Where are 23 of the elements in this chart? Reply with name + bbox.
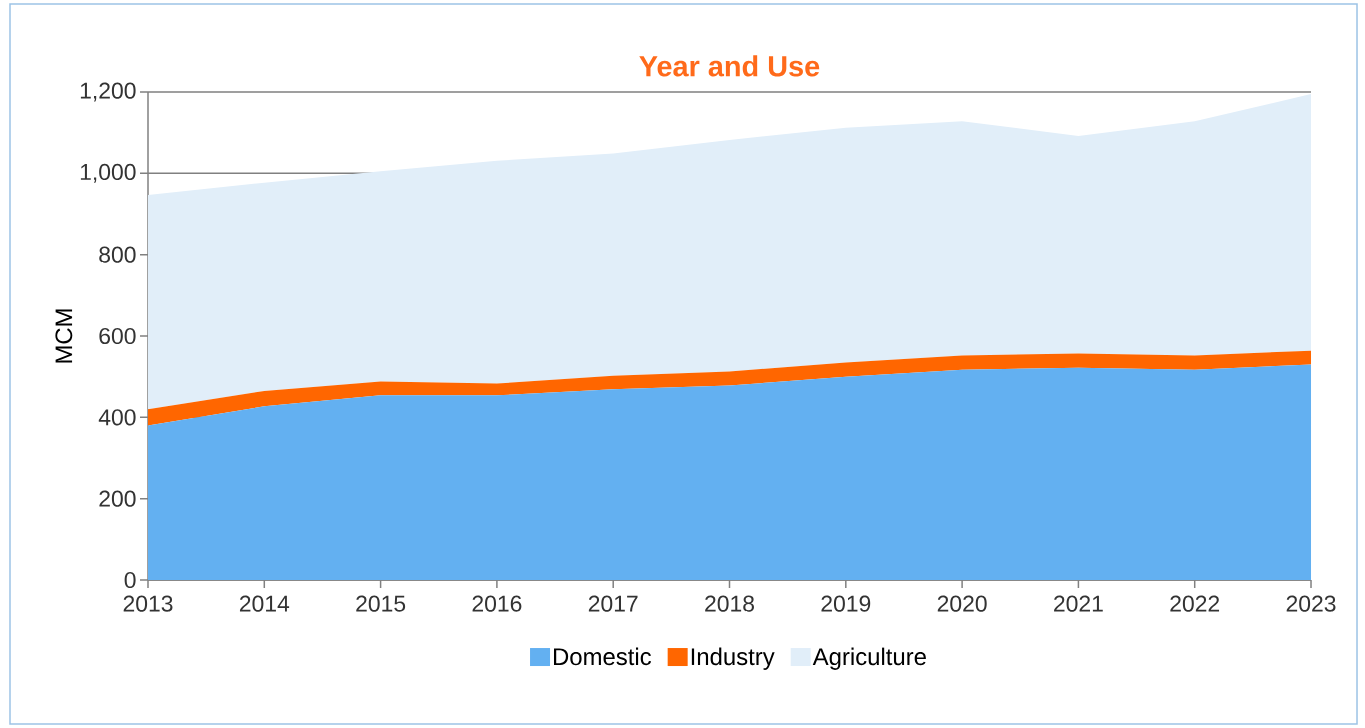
x-tick-label: 2017 — [588, 595, 638, 612]
legend-label: Industry — [691, 647, 775, 670]
y-tick-label: 200 — [99, 490, 136, 507]
legend-label: Agriculture — [812, 647, 926, 670]
x-tick-label: 2014 — [239, 595, 290, 612]
x-tick-label: 2022 — [1170, 595, 1220, 612]
x-tick-label: 2021 — [1054, 595, 1103, 612]
chart-title: Year and Use — [639, 55, 820, 77]
x-tick-label: 2016 — [472, 595, 522, 612]
y-tick-label: 600 — [99, 327, 136, 345]
x-tick-label: 2023 — [1286, 595, 1336, 612]
y-tick-label: 1,000 — [80, 163, 136, 183]
legend-label: Domestic — [554, 647, 652, 666]
x-tick-label: 2015 — [356, 595, 406, 612]
y-axis-title: MCM — [55, 309, 73, 363]
x-tick-label: 2013 — [123, 595, 173, 612]
y-tick-label: 400 — [98, 409, 136, 426]
y-tick-label: 800 — [99, 246, 136, 263]
y-tick-label: 0 — [124, 571, 136, 589]
x-tick-label: 2018 — [705, 595, 754, 612]
x-tick-label: 2020 — [937, 595, 987, 612]
x-tick-label: 2019 — [821, 595, 871, 612]
y-tick-label: 1,200 — [80, 82, 136, 102]
